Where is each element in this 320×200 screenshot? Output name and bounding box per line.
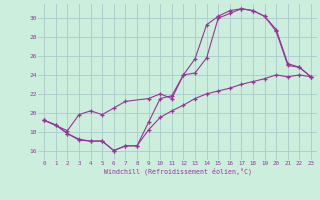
X-axis label: Windchill (Refroidissement éolien,°C): Windchill (Refroidissement éolien,°C) [104,168,252,175]
